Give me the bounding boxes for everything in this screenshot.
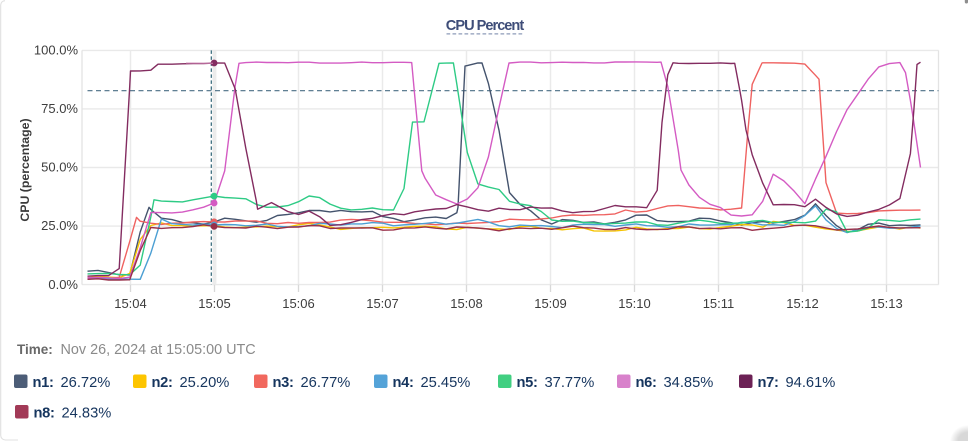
svg-text:15:07: 15:07 xyxy=(366,296,399,311)
svg-text:25.45%: 25.45% xyxy=(421,375,471,391)
svg-text:n7:: n7: xyxy=(758,375,779,391)
svg-text:37.77%: 37.77% xyxy=(545,375,595,391)
svg-text:15:05: 15:05 xyxy=(198,296,231,311)
svg-text:100.0%: 100.0% xyxy=(34,43,79,58)
svg-text:Nov 26, 2024 at 15:05:00 UTC: Nov 26, 2024 at 15:05:00 UTC xyxy=(61,342,256,358)
svg-text:15:09: 15:09 xyxy=(534,296,567,311)
svg-text:Time:: Time: xyxy=(17,342,53,357)
svg-text:26.72%: 26.72% xyxy=(61,375,111,391)
svg-text:15:10: 15:10 xyxy=(618,296,651,311)
svg-text:15:12: 15:12 xyxy=(786,296,819,311)
svg-text:n6:: n6: xyxy=(636,375,657,391)
svg-text:25.0%: 25.0% xyxy=(41,218,78,233)
svg-text:25.20%: 25.20% xyxy=(180,375,230,391)
svg-text:34.85%: 34.85% xyxy=(664,375,714,391)
svg-text:n5:: n5: xyxy=(517,375,538,391)
svg-text:n3:: n3: xyxy=(273,375,294,391)
svg-text:15:04: 15:04 xyxy=(114,296,147,311)
svg-text:CPU (percentage): CPU (percentage) xyxy=(18,118,32,221)
svg-text:24.83%: 24.83% xyxy=(62,405,112,421)
svg-text:n8:: n8: xyxy=(34,405,55,421)
svg-text:50.0%: 50.0% xyxy=(41,160,78,175)
svg-text:n1:: n1: xyxy=(33,375,54,391)
svg-text:15:08: 15:08 xyxy=(450,296,483,311)
svg-text:94.61%: 94.61% xyxy=(786,375,836,391)
svg-text:CPU Percent: CPU Percent xyxy=(446,18,525,34)
svg-text:n4:: n4: xyxy=(393,375,414,391)
svg-text:15:13: 15:13 xyxy=(870,296,903,311)
svg-text:75.0%: 75.0% xyxy=(41,101,78,116)
svg-text:26.77%: 26.77% xyxy=(301,375,351,391)
svg-text:15:06: 15:06 xyxy=(282,296,315,311)
svg-text:15:11: 15:11 xyxy=(703,296,735,311)
svg-text:n2:: n2: xyxy=(152,375,173,391)
svg-text:0.0%: 0.0% xyxy=(48,277,78,292)
